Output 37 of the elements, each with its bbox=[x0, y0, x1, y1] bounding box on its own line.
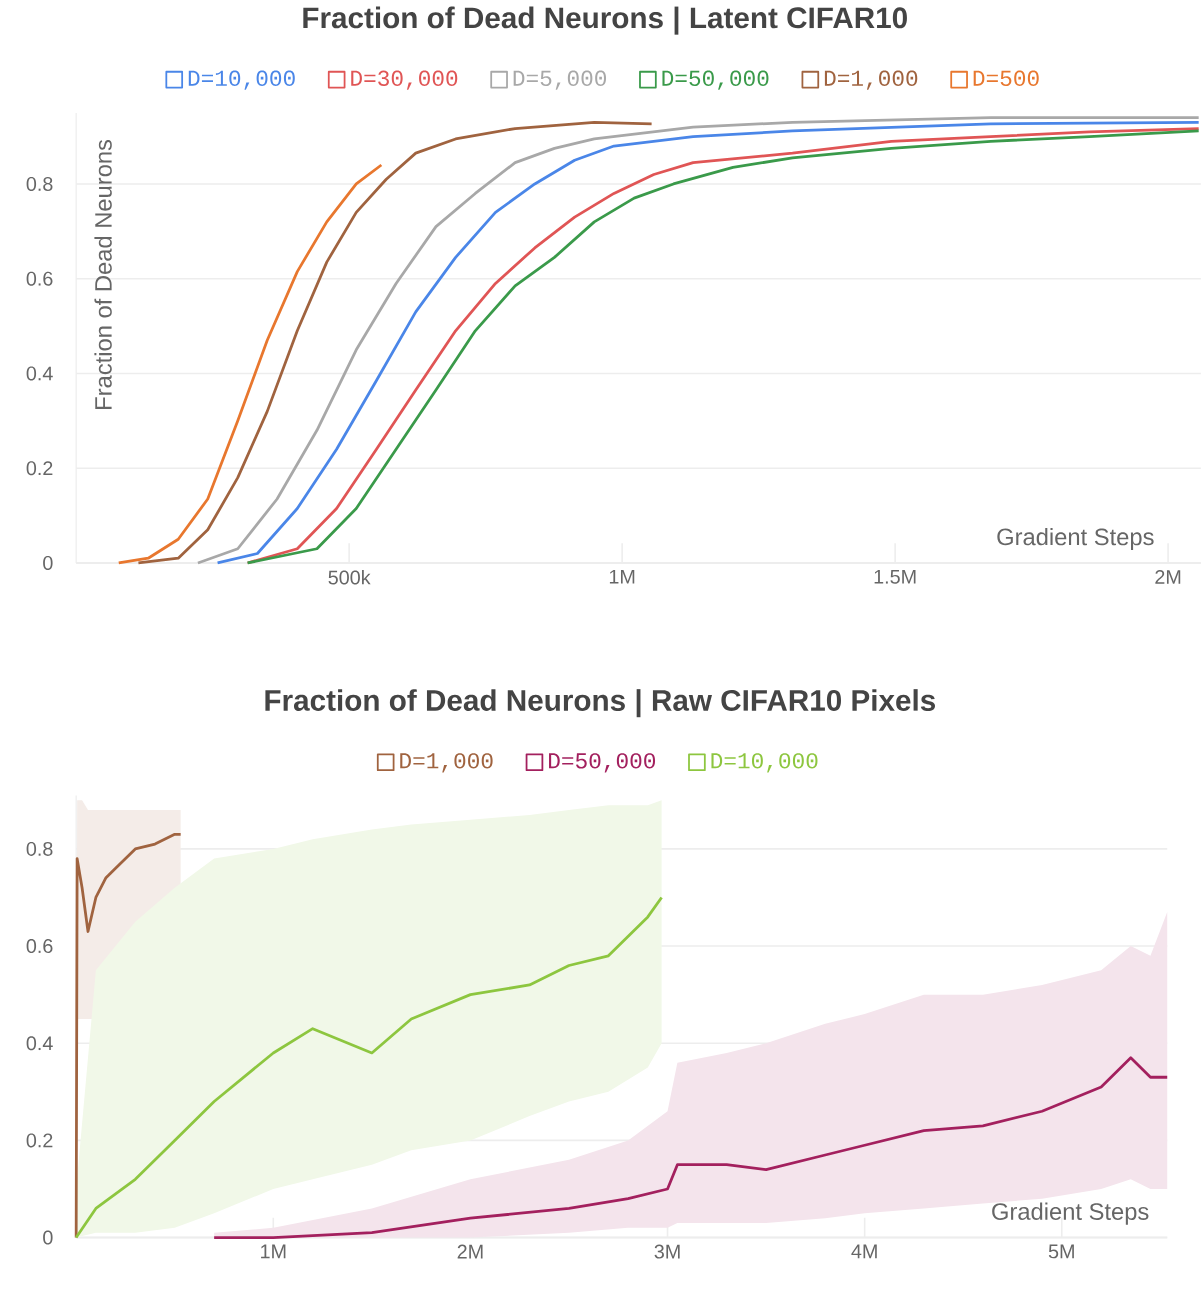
x-tick-label: 5M bbox=[1048, 1244, 1074, 1259]
legend-label: D=10,000 bbox=[188, 70, 295, 90]
y-tick-label: 0.4 bbox=[26, 1036, 53, 1051]
x-axis-title: Gradient Steps bbox=[992, 1202, 1149, 1225]
x-axis-title: Gradient Steps bbox=[997, 527, 1154, 551]
y-tick-label: 0.6 bbox=[26, 939, 53, 954]
x-tick-label: 1M bbox=[261, 1244, 286, 1259]
y-tick-label: 0.2 bbox=[26, 461, 53, 476]
line-series bbox=[117, 163, 383, 565]
y-tick-label: 0 bbox=[43, 555, 53, 570]
y-tick-label: 0 bbox=[43, 1230, 53, 1245]
y-tick-label: 0.2 bbox=[26, 1133, 53, 1148]
legend-label: D=30,000 bbox=[351, 70, 458, 90]
legend-label: D=500 bbox=[973, 70, 1039, 87]
legend-label: D=1,000 bbox=[400, 753, 493, 773]
line-series bbox=[212, 1056, 1169, 1239]
legend-label: D=50,000 bbox=[662, 70, 769, 90]
legend-label: D=1,000 bbox=[824, 70, 918, 90]
chart-title: Fraction of Dead Neurons | Latent CIFAR10 bbox=[303, 6, 908, 35]
line-series bbox=[137, 120, 654, 565]
x-tick-label: 1M bbox=[609, 569, 635, 584]
legend-label: D=10,000 bbox=[711, 753, 818, 773]
legend-label: D=50,000 bbox=[549, 753, 656, 773]
y-tick-label: 0.8 bbox=[26, 841, 53, 856]
x-tick-label: 3M bbox=[654, 1244, 680, 1259]
y-tick-label: 0.8 bbox=[26, 176, 53, 191]
line-series bbox=[74, 896, 664, 1239]
legend-label: D=5,000 bbox=[513, 70, 607, 90]
x-tick-label: 2M bbox=[457, 1244, 483, 1259]
x-tick-label: 4M bbox=[851, 1244, 877, 1259]
chart-title: Fraction of Dead Neurons | Raw CIFAR10 Pixels bbox=[265, 689, 936, 718]
y-tick-label: 0.4 bbox=[26, 366, 53, 381]
y-tick-label: 0.6 bbox=[26, 271, 53, 286]
y-axis-title: Fraction of Dead Neurons bbox=[94, 139, 112, 409]
x-tick-label: 500k bbox=[328, 569, 371, 585]
x-tick-label: 1.5M bbox=[874, 569, 916, 584]
x-tick-label: 2M bbox=[1155, 569, 1181, 584]
